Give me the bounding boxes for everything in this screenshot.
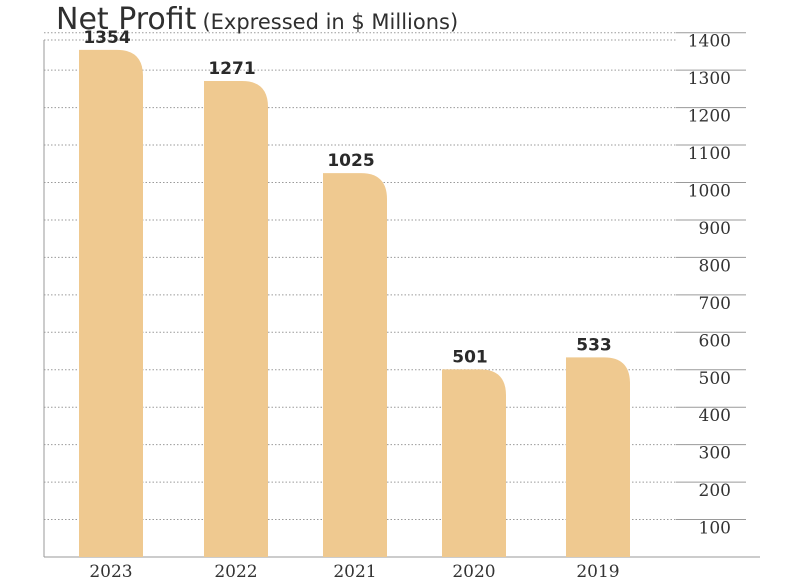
data-label-2019: 533	[576, 335, 612, 355]
y-tick-label: 1200	[688, 107, 731, 127]
y-tick-label: 900	[699, 219, 731, 239]
y-tick-label: 800	[699, 256, 731, 276]
y-tick-label: 200	[699, 481, 731, 501]
data-label-2021: 1025	[327, 151, 374, 171]
y-tick-label: 600	[699, 331, 731, 351]
x-tick-label-2022: 2022	[214, 562, 257, 580]
y-tick-label: 400	[699, 406, 731, 426]
chart-title-main: Net Profit	[56, 2, 197, 37]
x-tick-label-2019: 2019	[576, 562, 619, 580]
data-label-2022: 1271	[208, 59, 255, 79]
bar-2019	[566, 357, 630, 557]
y-tick-label: 1000	[688, 182, 731, 202]
chart-title: Net Profit (Expressed in $ Millions)	[56, 2, 458, 37]
y-tick-label: 1300	[688, 69, 731, 89]
bar-2022	[204, 81, 268, 557]
x-tick-label-2021: 2021	[333, 562, 376, 580]
bar-2020	[442, 369, 506, 557]
x-tick-label-2020: 2020	[452, 562, 495, 580]
x-tick-label-2023: 2023	[89, 562, 132, 580]
y-tick-label: 100	[699, 519, 731, 539]
data-label-2020: 501	[452, 347, 488, 367]
y-tick-label: 700	[699, 294, 731, 314]
bar-2023	[79, 49, 143, 557]
y-tick-label: 300	[699, 444, 731, 464]
y-tick-label: 500	[699, 369, 731, 389]
y-tick-label: 1400	[688, 32, 731, 52]
chart-subtitle: (Expressed in $ Millions)	[202, 10, 459, 34]
data-label-2023: 1354	[83, 28, 130, 48]
y-tick-label: 1100	[688, 144, 731, 164]
bar-2021	[323, 173, 387, 557]
